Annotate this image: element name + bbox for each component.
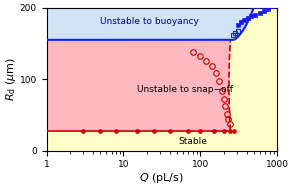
Text: Unstable to buoyancy: Unstable to buoyancy [100, 17, 199, 26]
Y-axis label: $R_\mathrm{d}$ ($\mu$m): $R_\mathrm{d}$ ($\mu$m) [4, 57, 18, 101]
Polygon shape [47, 40, 230, 131]
Text: Unstable to snap−off: Unstable to snap−off [137, 85, 233, 94]
Text: Stable: Stable [178, 137, 207, 146]
X-axis label: $Q$ (pL/s): $Q$ (pL/s) [139, 171, 184, 185]
